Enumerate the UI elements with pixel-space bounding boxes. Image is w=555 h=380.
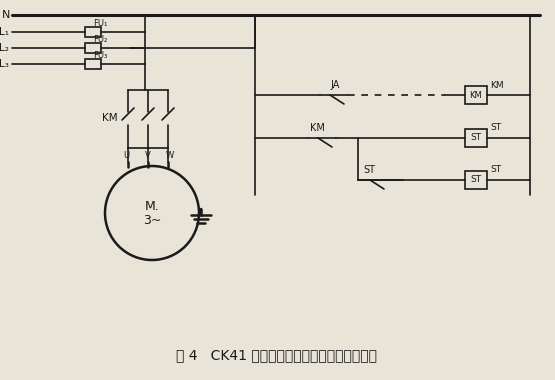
Text: U: U bbox=[123, 150, 129, 160]
Text: ST: ST bbox=[490, 124, 501, 133]
Text: L₁: L₁ bbox=[0, 27, 9, 37]
Bar bbox=[85, 59, 101, 69]
Text: KM: KM bbox=[102, 113, 118, 123]
Text: 3~: 3~ bbox=[143, 214, 161, 226]
Text: KM: KM bbox=[470, 90, 482, 100]
Text: FU₁: FU₁ bbox=[93, 19, 107, 28]
Text: 图 4   CK41 型高速封包机头控制器的改进电路: 图 4 CK41 型高速封包机头控制器的改进电路 bbox=[176, 348, 377, 362]
Text: ST: ST bbox=[363, 165, 375, 175]
Text: JA: JA bbox=[330, 80, 340, 90]
Bar bbox=[85, 43, 101, 53]
Bar bbox=[465, 129, 487, 147]
Text: M.: M. bbox=[145, 201, 159, 214]
Text: FU₂: FU₂ bbox=[93, 35, 107, 44]
Text: W: W bbox=[166, 150, 174, 160]
Text: ST: ST bbox=[490, 166, 501, 174]
Bar bbox=[85, 27, 101, 37]
Text: L₃: L₃ bbox=[0, 59, 9, 69]
Text: N: N bbox=[2, 10, 10, 20]
Bar bbox=[465, 86, 487, 104]
Text: KM: KM bbox=[490, 81, 503, 90]
Text: L₂: L₂ bbox=[0, 43, 9, 53]
Text: KM: KM bbox=[310, 123, 325, 133]
Text: ST: ST bbox=[471, 133, 482, 142]
Bar bbox=[465, 171, 487, 189]
Text: ST: ST bbox=[471, 176, 482, 185]
Text: V: V bbox=[145, 150, 151, 160]
Text: FU₃: FU₃ bbox=[93, 52, 107, 60]
